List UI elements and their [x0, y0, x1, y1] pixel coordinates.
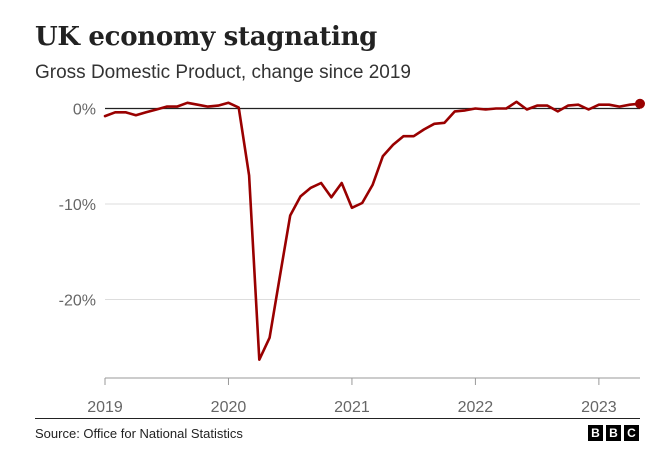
logo-letter-b1: B	[588, 425, 603, 441]
chart-title: UK economy stagnating	[35, 22, 378, 52]
x-tick-label: 2021	[334, 399, 370, 416]
y-tick-label: -20%	[59, 293, 96, 310]
y-tick-label: -10%	[59, 197, 96, 214]
source-note: Source: Office for National Statistics	[35, 426, 243, 441]
bbc-logo: B B C	[588, 425, 639, 441]
series-line-gdp	[103, 100, 642, 362]
x-tick-label: 2019	[87, 399, 123, 416]
y-tick-label: 0%	[73, 102, 96, 119]
x-tick-label: 2022	[458, 399, 494, 416]
logo-letter-c: C	[624, 425, 639, 441]
footer-divider	[35, 418, 640, 419]
logo-letter-b2: B	[606, 425, 621, 441]
chart-subtitle: Gross Domestic Product, change since 201…	[35, 62, 411, 83]
x-tick-label: 2023	[581, 399, 617, 416]
series-end-marker	[635, 98, 645, 109]
x-tick-label: 2020	[211, 399, 247, 416]
